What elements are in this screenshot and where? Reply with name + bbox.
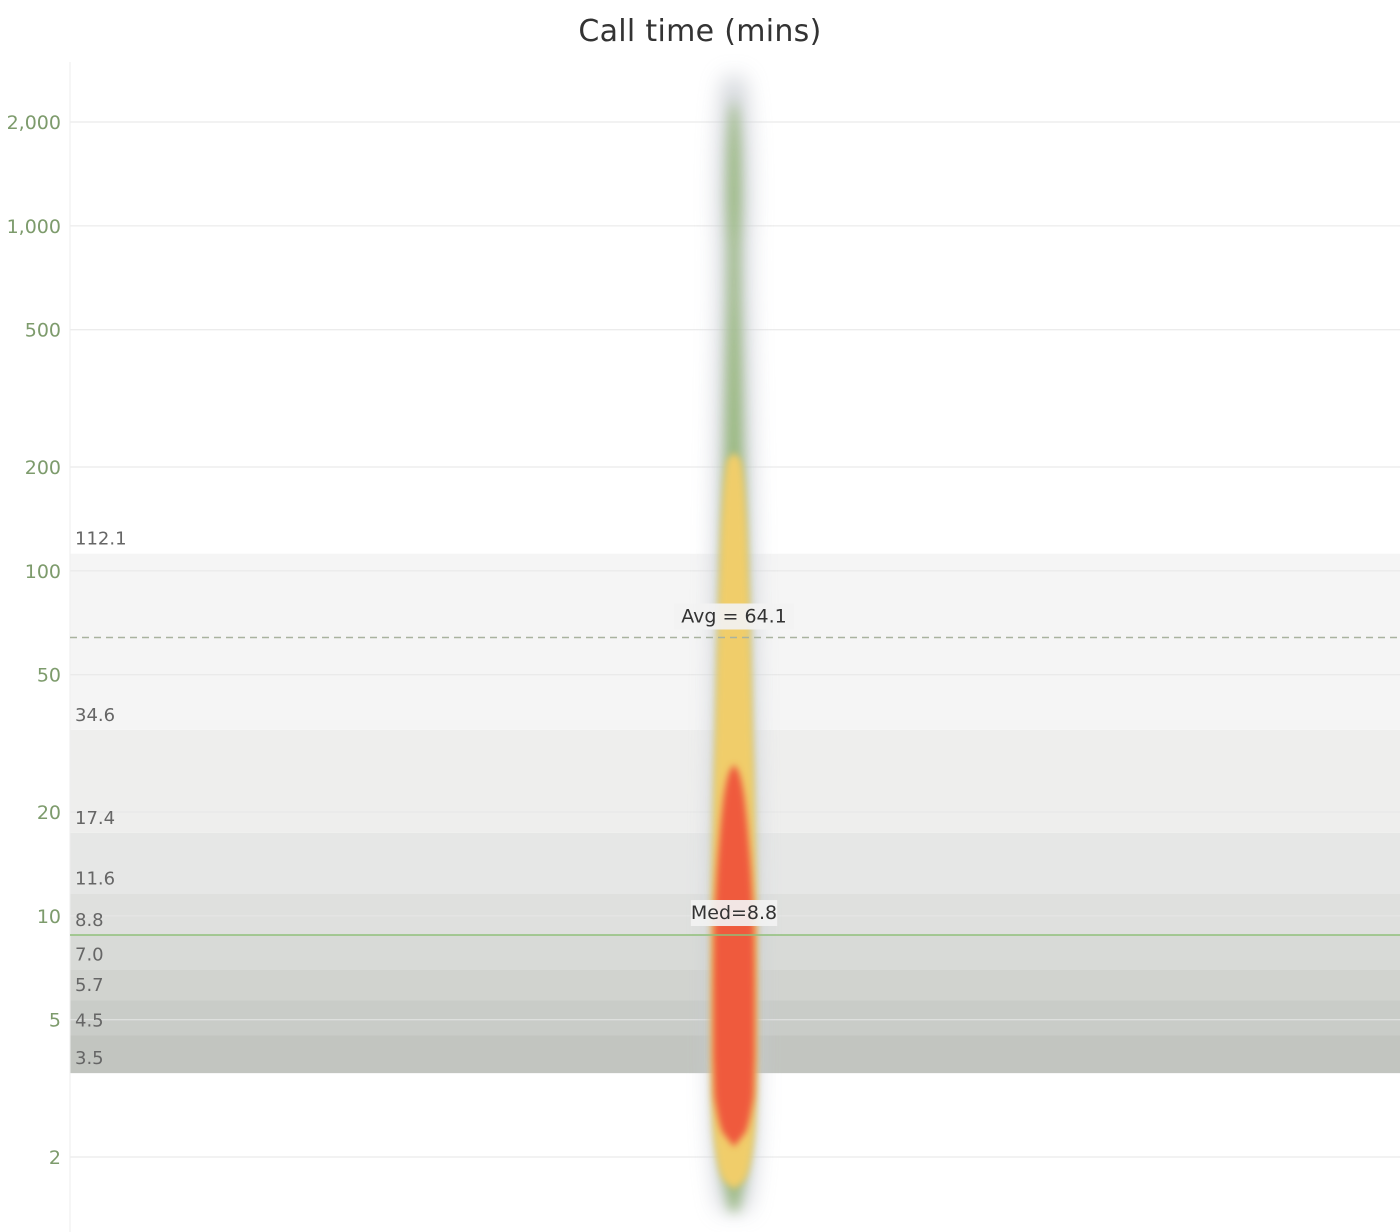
y-tick-label: 1,000: [7, 216, 61, 238]
y-tick-label: 10: [37, 906, 61, 928]
y-tick-label: 20: [37, 802, 61, 824]
average-label: Avg = 64.1: [681, 605, 787, 627]
percentile-band-label: 3.5: [75, 1048, 104, 1069]
percentile-band-label: 17.4: [75, 808, 115, 829]
y-tick-label: 500: [25, 320, 61, 342]
percentile-band-label: 4.5: [75, 1010, 104, 1031]
chart-title: Call time (mins): [578, 14, 822, 49]
y-tick-label: 200: [25, 457, 61, 479]
percentile-band-label: 5.7: [75, 975, 104, 996]
y-tick-label: 2: [49, 1147, 61, 1169]
percentile-band-label: 112.1: [75, 529, 127, 550]
percentile-band-label: 8.8: [75, 910, 104, 931]
y-axis-ticks: 2 5 10 20 50 100 200 500 1,000 2,000: [7, 112, 61, 1169]
percentile-band-label: 11.6: [75, 869, 115, 890]
reference-label-bg: [690, 900, 778, 927]
y-tick-label: 100: [25, 561, 61, 583]
reference-lines: Avg = 64.1 Med=8.8: [70, 603, 1400, 936]
percentile-band-label: 34.6: [75, 705, 115, 726]
y-tick-label: 5: [49, 1010, 61, 1032]
violin-high-density: [713, 77, 755, 1211]
median-label: Med=8.8: [691, 902, 777, 924]
y-tick-label: 50: [37, 665, 61, 687]
density-violin: [710, 77, 758, 1211]
percentile-band-label: 7.0: [75, 944, 104, 965]
reference-label-bg: [674, 603, 794, 630]
y-tick-label: 2,000: [7, 112, 61, 134]
percentile-band-labels: 3.5 4.5 5.7 7.0 8.8 11.6 17.4 34.6 112.1: [75, 529, 127, 1069]
